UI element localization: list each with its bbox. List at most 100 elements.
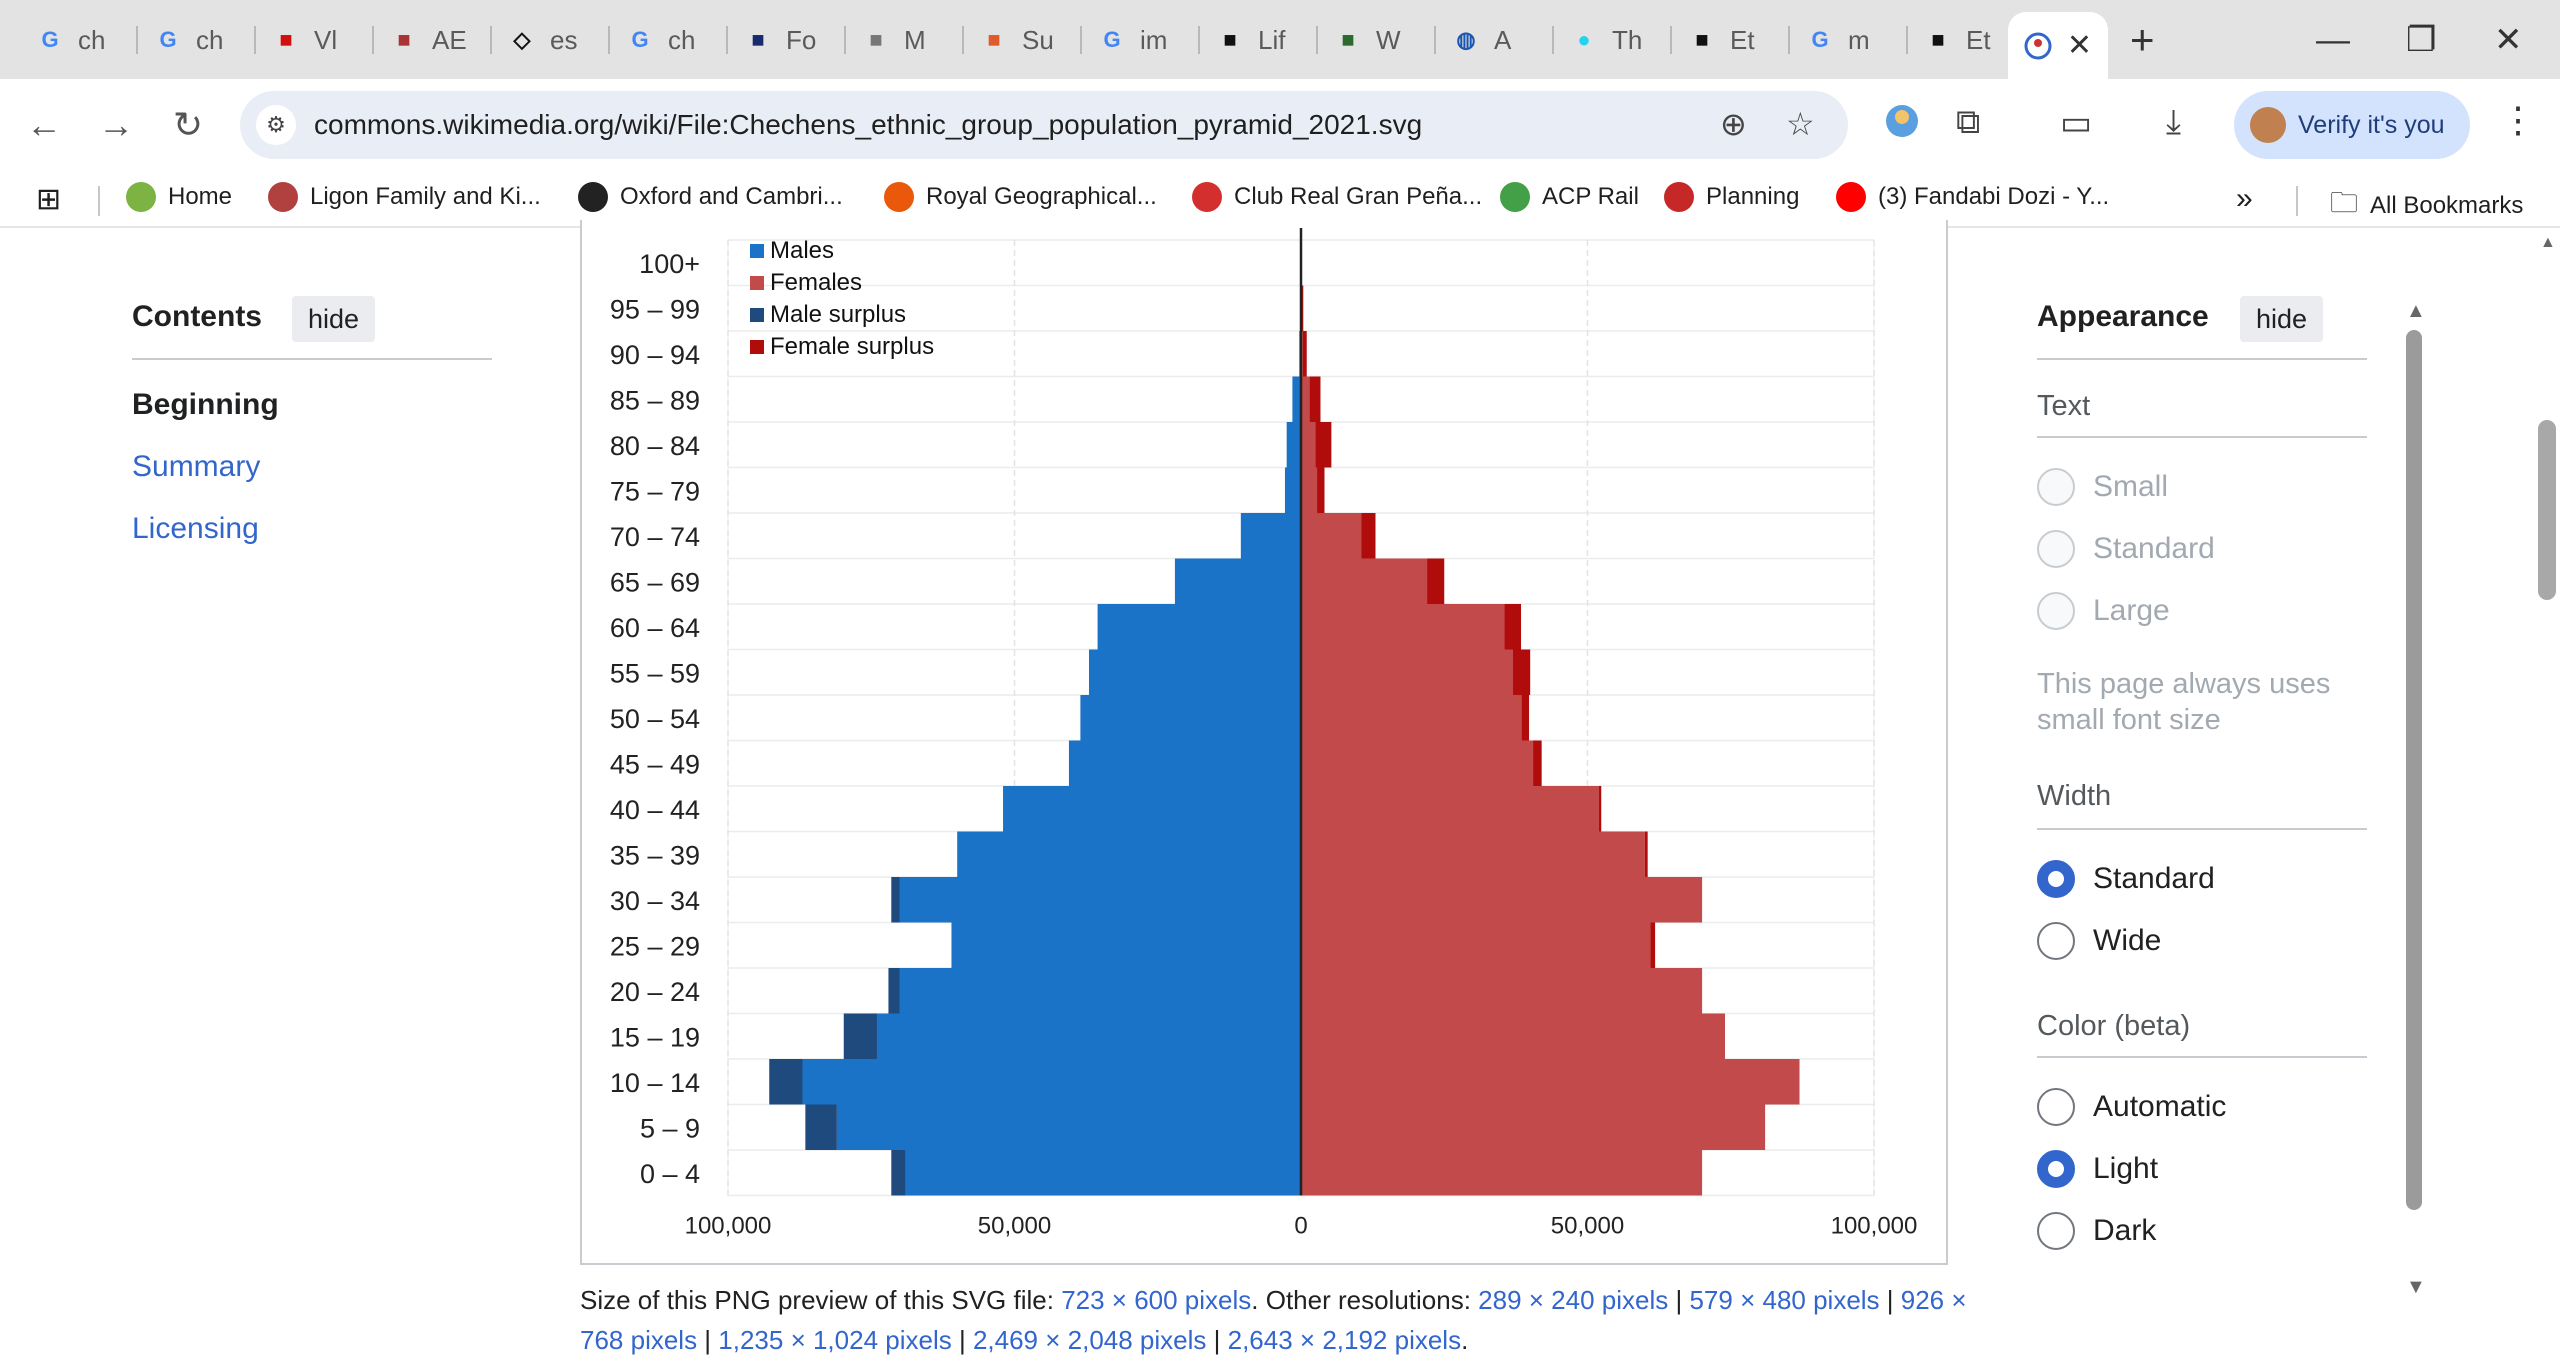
text-option-standard: Standard bbox=[2037, 530, 2215, 568]
restore-button[interactable]: ❐ bbox=[2406, 21, 2437, 59]
panel-scroll-up-icon[interactable]: ▲ bbox=[2406, 300, 2426, 322]
url-text[interactable]: commons.wikimedia.org/wiki/File:Chechens… bbox=[314, 109, 1423, 140]
download-icon[interactable]: ⤓ bbox=[2166, 103, 2182, 141]
age-group-label: 55 – 59 bbox=[610, 658, 700, 688]
color-heading: Color (beta) bbox=[2037, 1010, 2191, 1042]
resolution-link[interactable]: 2,469 × 2,048 pixels bbox=[972, 1325, 1207, 1355]
age-group-label: 20 – 24 bbox=[610, 977, 700, 1007]
back-button[interactable]: ← bbox=[26, 104, 62, 145]
reload-button[interactable]: ↻ bbox=[172, 104, 204, 145]
page-scrollbar-thumb[interactable] bbox=[2538, 420, 2556, 600]
female-bar bbox=[1301, 376, 1310, 422]
bookmark-item[interactable]: ACP Rail bbox=[1500, 182, 1639, 212]
extensions-icon[interactable]: ⧉ bbox=[1956, 103, 1981, 141]
page-content: Contents hide Beginning Summary Licensin… bbox=[0, 220, 2560, 1360]
width-option-wide[interactable]: Wide bbox=[2037, 922, 2161, 960]
tab[interactable]: ■ W bbox=[1318, 12, 1436, 68]
bookmark-item[interactable]: Planning bbox=[1664, 182, 1799, 212]
tab[interactable]: ■ Lif bbox=[1200, 12, 1318, 68]
legend-swatch bbox=[750, 244, 764, 258]
close-window-button[interactable]: ✕ bbox=[2494, 21, 2523, 59]
page-scroll-up-icon[interactable]: ▲ bbox=[2540, 234, 2556, 251]
tab-label: Th bbox=[1612, 24, 1643, 55]
tab[interactable]: ■ Su bbox=[964, 12, 1082, 68]
zoom-icon[interactable]: ⊕ bbox=[1720, 106, 1747, 142]
tab[interactable]: ■ M bbox=[846, 12, 964, 68]
tab[interactable]: ◇ es bbox=[492, 12, 610, 68]
close-tab-icon[interactable]: ✕ bbox=[2066, 29, 2092, 62]
more-bookmarks-button[interactable]: » bbox=[2236, 182, 2253, 215]
folder-icon: 🗀 bbox=[2330, 187, 2359, 218]
caption-mid: . Other resolutions: bbox=[1251, 1285, 1479, 1315]
contents-divider bbox=[132, 358, 492, 360]
appearance-hide-button[interactable]: hide bbox=[2240, 296, 2324, 342]
verify-label: Verify it's you bbox=[2298, 110, 2445, 139]
toc-item-summary[interactable]: Summary bbox=[132, 450, 261, 483]
preview-size-link[interactable]: 723 × 600 pixels bbox=[1061, 1285, 1252, 1315]
radio-label: Light bbox=[2093, 1152, 2159, 1185]
all-bookmarks-button[interactable]: 🗀 All Bookmarks bbox=[2330, 182, 2523, 230]
scrollbar-thumb[interactable] bbox=[2406, 330, 2422, 1210]
new-tab-button[interactable]: + bbox=[2130, 16, 2155, 63]
resolution-link[interactable]: 289 × 240 pixels bbox=[1478, 1285, 1669, 1315]
profile-verify-button[interactable]: Verify it's you bbox=[2234, 91, 2470, 159]
site-info-icon[interactable]: ⚙ bbox=[256, 105, 296, 145]
resolution-link[interactable]: 579 × 480 pixels bbox=[1689, 1285, 1880, 1315]
female-surplus-bar bbox=[1598, 786, 1602, 832]
female-surplus-bar bbox=[1301, 285, 1304, 331]
male-bar bbox=[899, 968, 1301, 1014]
radio-button[interactable] bbox=[2037, 1212, 2075, 1250]
resolution-link[interactable]: 1,235 × 1,024 pixels bbox=[718, 1325, 952, 1355]
legend-swatch bbox=[750, 308, 764, 322]
tab[interactable]: ■ Et bbox=[1672, 12, 1790, 68]
tab[interactable]: ■ AE bbox=[374, 12, 492, 68]
tab-search-icon[interactable]: ▭ bbox=[2060, 104, 2093, 142]
tab[interactable]: ■ Et bbox=[1908, 12, 2026, 68]
age-group-label: 100+ bbox=[639, 249, 700, 279]
radio-button[interactable] bbox=[2037, 860, 2075, 898]
color-option-dark[interactable]: Dark bbox=[2037, 1212, 2156, 1250]
address-bar[interactable]: ⚙ commons.wikimedia.org/wiki/File:Cheche… bbox=[240, 91, 1848, 159]
apps-icon[interactable]: ⊞ bbox=[36, 183, 62, 216]
toc-item-licensing[interactable]: Licensing bbox=[132, 512, 259, 545]
bookmark-item[interactable]: (3) Fandabi Dozi - Y... bbox=[1836, 182, 2109, 212]
radio-button[interactable] bbox=[2037, 922, 2075, 960]
tab-active[interactable]: ✕ bbox=[2008, 12, 2108, 79]
male-surplus-bar bbox=[769, 1059, 803, 1105]
page-scrollbar[interactable]: ▲ bbox=[2536, 230, 2560, 1360]
file-preview-image[interactable]: 0 – 4 5 – 9 10 – 14 15 – 19 20 – 24 25 – 29 30… bbox=[580, 220, 1948, 1265]
toc-item-beginning[interactable]: Beginning bbox=[132, 388, 279, 421]
legend-swatch bbox=[750, 276, 764, 290]
radio-button[interactable] bbox=[2037, 1150, 2075, 1188]
bookmark-item[interactable]: Club Real Gran Peña... bbox=[1192, 182, 1482, 212]
appearance-scrollbar[interactable] bbox=[2406, 330, 2422, 1210]
female-bar bbox=[1301, 1013, 1726, 1059]
width-option-standard[interactable]: Standard bbox=[2037, 860, 2215, 898]
tab[interactable]: ◍ A bbox=[1436, 12, 1554, 68]
panel-scroll-down-icon[interactable]: ▼ bbox=[2406, 1276, 2426, 1298]
menu-icon[interactable]: ⋮ bbox=[2500, 99, 2536, 140]
bookmark-star-icon[interactable]: ☆ bbox=[1786, 106, 1815, 142]
bookmark-item[interactable]: Royal Geographical... bbox=[884, 182, 1157, 212]
forward-button[interactable]: → bbox=[98, 104, 134, 145]
contents-hide-button[interactable]: hide bbox=[292, 296, 376, 342]
resolution-link[interactable]: 926 × 768 pixels bbox=[580, 1285, 1967, 1355]
extension-avatar-icon[interactable] bbox=[1884, 103, 1920, 148]
color-option-automatic[interactable]: Automatic bbox=[2037, 1088, 2226, 1126]
bookmark-item[interactable]: Oxford and Cambri... bbox=[578, 182, 843, 212]
tab[interactable]: ● Th bbox=[1554, 12, 1672, 68]
tab[interactable]: ■ Fo bbox=[728, 12, 846, 68]
male-bar bbox=[1240, 513, 1301, 559]
bookmark-item[interactable]: Ligon Family and Ki... bbox=[268, 182, 541, 212]
bookmark-item[interactable]: Home bbox=[126, 182, 232, 212]
minimize-button[interactable]: — bbox=[2316, 21, 2350, 59]
radio-button[interactable] bbox=[2037, 1088, 2075, 1126]
tab[interactable]: ■ Vl bbox=[256, 12, 374, 68]
color-option-light[interactable]: Light bbox=[2037, 1150, 2158, 1188]
resolution-link[interactable]: 2,643 × 2,192 pixels bbox=[1227, 1325, 1462, 1355]
